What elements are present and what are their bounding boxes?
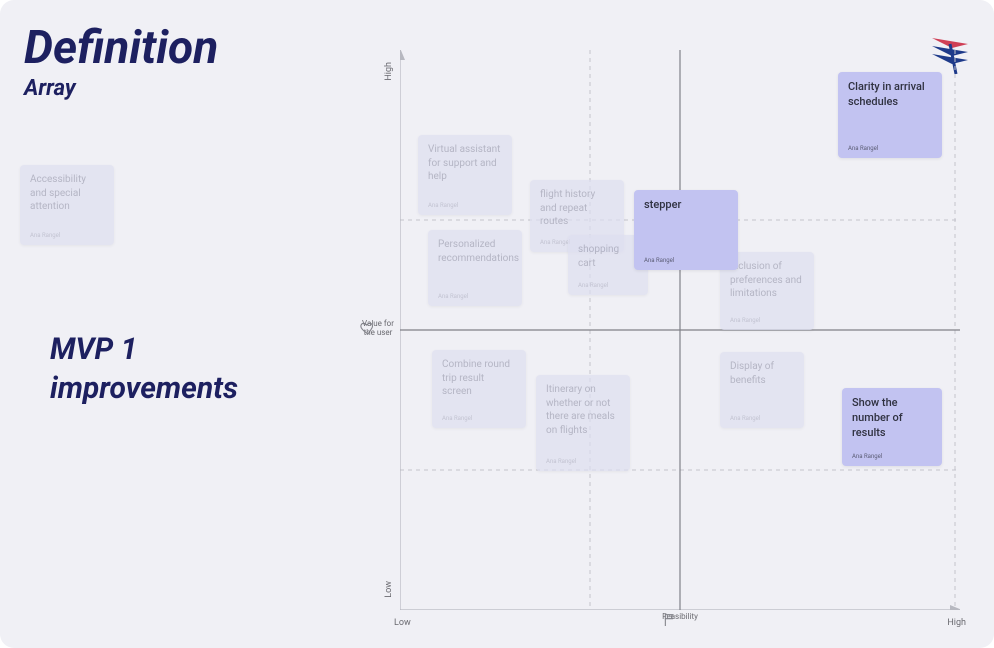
canvas-card: Definition Array MVP 1 improvements	[0, 0, 994, 648]
x-axis-mid: Feasibility	[662, 612, 698, 621]
sticky-note-author: Ana Rangel	[730, 415, 794, 422]
sticky-note-author: Ana Rangel	[30, 232, 104, 239]
sticky-note-show-results[interactable]: Show the number of results Ana Rangel	[842, 388, 942, 466]
sticky-note-stepper[interactable]: stepper Ana Rangel	[634, 190, 738, 270]
x-axis-low: Low	[394, 618, 411, 628]
sticky-note-author: Ana Rangel	[578, 282, 638, 289]
page-title: Definition Array	[24, 24, 218, 105]
sticky-note-title: flight history and repeat routes	[540, 188, 614, 229]
sticky-note-author: Ana Rangel	[442, 415, 516, 422]
sticky-note-display-benefits[interactable]: Display of benefits Ana Rangel	[720, 352, 804, 428]
y-axis-low: Low	[384, 581, 394, 598]
sticky-note-author: Ana Rangel	[438, 293, 512, 300]
sticky-note-title: Combine round trip result screen	[442, 358, 516, 399]
sticky-note-author: Ana Rangel	[852, 453, 932, 460]
sticky-note-title: Personalized recommendations	[438, 238, 512, 265]
title-sub: Array	[24, 74, 218, 105]
y-axis-mid: Value for the user	[360, 320, 396, 338]
sticky-note-personalized[interactable]: Personalized recommendations Ana Rangel	[428, 230, 522, 306]
sticky-note-title: stepper	[644, 198, 728, 213]
sticky-note-author: Ana Rangel	[730, 317, 804, 324]
sticky-note-virtual-assist[interactable]: Virtual assistant for support and help An…	[418, 135, 512, 215]
flag-icon	[662, 612, 678, 628]
sticky-note-title: Clarity in arrival schedules	[848, 80, 932, 110]
sticky-note-author: Ana Rangel	[848, 145, 932, 152]
y-axis-high: High	[384, 62, 394, 81]
section-label: MVP 1 improvements	[50, 330, 310, 408]
sticky-note-title: Display of benefits	[730, 360, 794, 387]
heart-icon	[360, 320, 376, 336]
title-main: Definition	[24, 24, 218, 72]
sticky-note-title: Show the number of results	[852, 396, 932, 441]
x-axis-high: High	[947, 618, 966, 628]
sticky-note-author: Ana Rangel	[546, 458, 620, 465]
sticky-note-author: Ana Rangel	[428, 202, 502, 209]
sticky-note-accessibility[interactable]: Accessibility and special attention Ana R…	[20, 165, 114, 245]
sticky-note-title: Itinerary on whether or not there are me…	[546, 383, 620, 437]
sticky-note-title: Accessibility and special attention	[30, 173, 104, 214]
sticky-note-combine-round[interactable]: Combine round trip result screen Ana Rang…	[432, 350, 526, 428]
sticky-note-title: Virtual assistant for support and help	[428, 143, 502, 184]
sticky-note-itinerary-meals[interactable]: Itinerary on whether or not there are me…	[536, 375, 630, 471]
sticky-note-title: Inclusion of preferences and limitations	[730, 260, 804, 301]
sticky-note-title: shopping cart	[578, 243, 638, 270]
sticky-note-clarity[interactable]: Clarity in arrival schedules Ana Rangel	[838, 72, 942, 158]
sticky-note-author: Ana Rangel	[644, 257, 728, 264]
